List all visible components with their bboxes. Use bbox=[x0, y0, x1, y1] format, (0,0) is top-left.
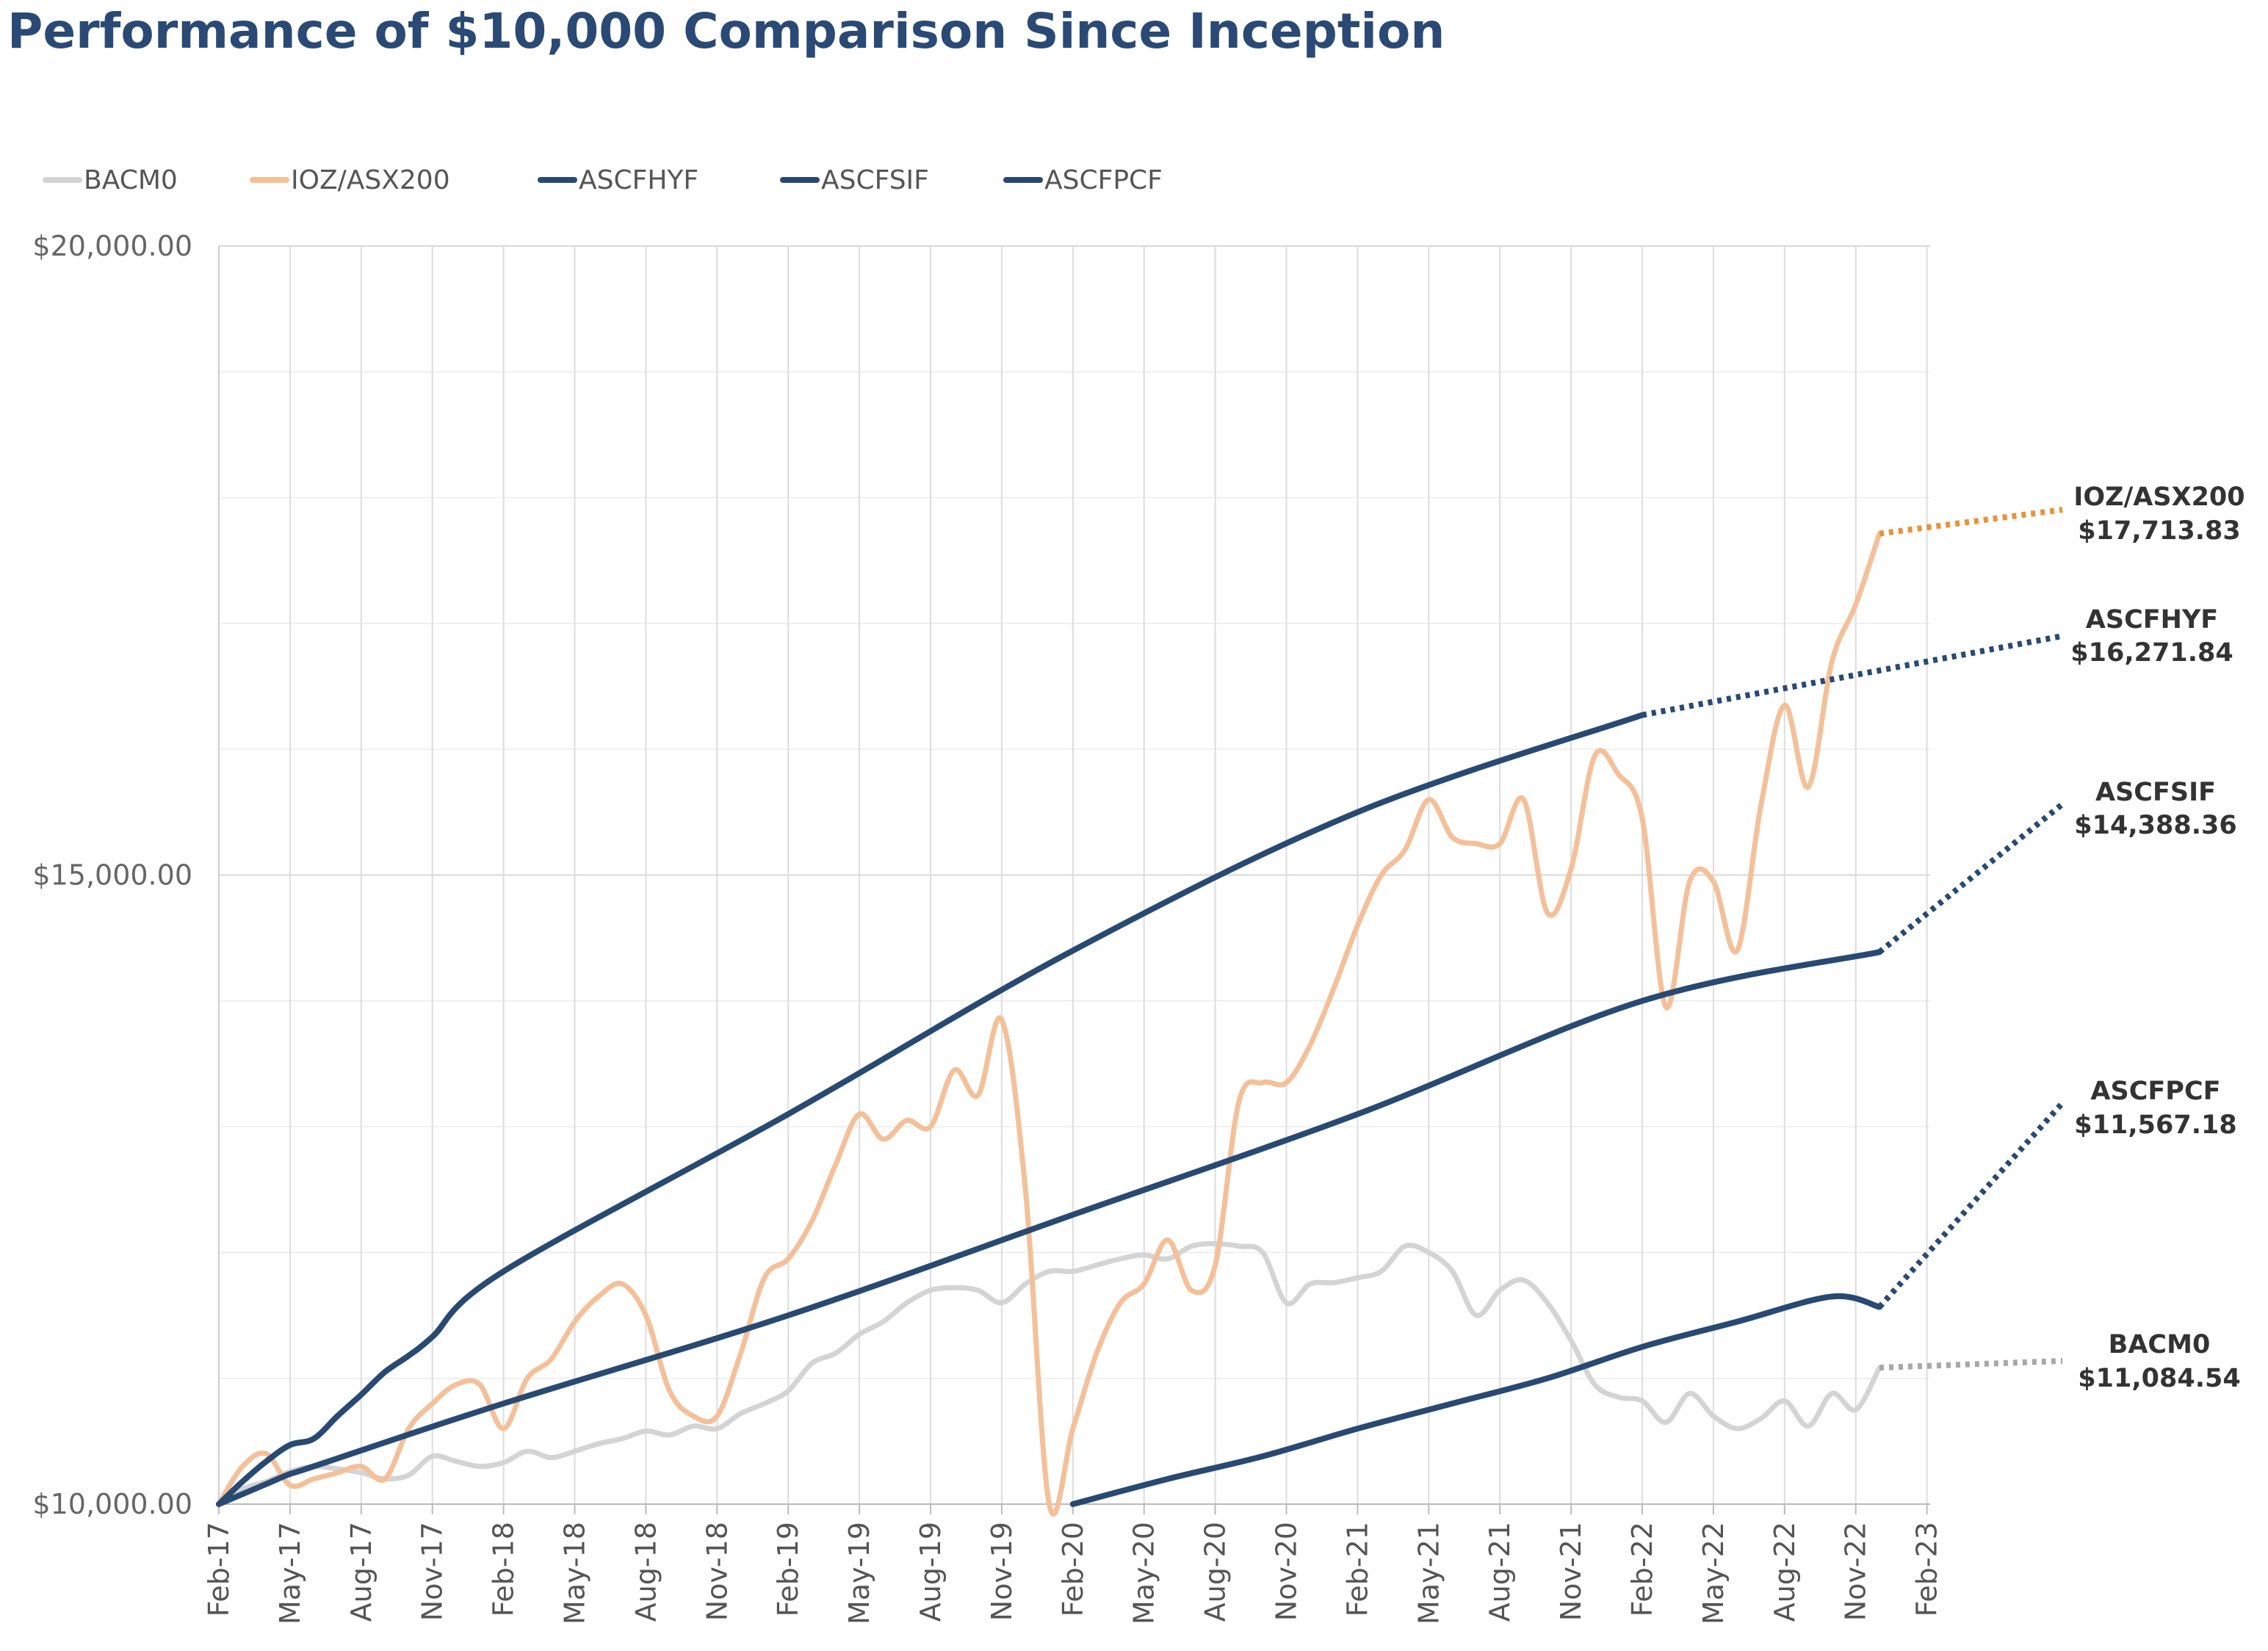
end-label-name: ASCFHYF bbox=[2086, 605, 2218, 635]
x-tick-label: Feb-21 bbox=[1341, 1522, 1373, 1616]
end-label-value: $11,084.54 bbox=[2078, 1364, 2240, 1393]
end-leader-1 bbox=[1879, 507, 2063, 537]
x-tick-label: May-18 bbox=[559, 1522, 591, 1625]
end-label-value: $14,388.36 bbox=[2074, 811, 2236, 840]
end-label-value: $11,567.18 bbox=[2074, 1110, 2236, 1140]
legend: BACM0 IOZ/ASX200 ASCFHYF ASCFSIF ASCFPCF bbox=[43, 165, 1163, 195]
end-label-name: ASCFPCF bbox=[2090, 1077, 2220, 1106]
x-tick-label: Aug-18 bbox=[629, 1522, 662, 1622]
chart-title: Performance of $10,000 Comparison Since … bbox=[7, 3, 1445, 59]
x-tick-label: Nov-21 bbox=[1555, 1522, 1587, 1621]
series-line-1 bbox=[216, 531, 1882, 1517]
gridlines bbox=[218, 245, 1930, 1505]
y-tick-label: $15,000.00 bbox=[32, 859, 192, 892]
x-tick-label: Feb-23 bbox=[1911, 1522, 1943, 1616]
legend-entry: BACM0 bbox=[84, 165, 178, 195]
x-tick-label: Feb-22 bbox=[1626, 1522, 1658, 1616]
end-leader-0 bbox=[1879, 1358, 2063, 1371]
series-line-4 bbox=[1069, 1293, 1882, 1507]
series-lines bbox=[216, 531, 1882, 1517]
end-leader-4 bbox=[1877, 1101, 2065, 1309]
legend-entry: ASCFPCF bbox=[1044, 165, 1163, 195]
x-tick-label: Nov-22 bbox=[1840, 1522, 1872, 1621]
y-tick-label: $20,000.00 bbox=[32, 230, 192, 262]
x-tick-label: Feb-18 bbox=[488, 1522, 520, 1616]
legend-entry: IOZ/ASX200 bbox=[291, 165, 450, 195]
end-leader-2 bbox=[1642, 633, 2063, 718]
x-tick-label: May-19 bbox=[843, 1522, 875, 1625]
x-tick-label: Nov-20 bbox=[1271, 1522, 1303, 1621]
end-label-name: IOZ/ASX200 bbox=[2073, 483, 2244, 512]
series-line-2 bbox=[216, 712, 1645, 1507]
y-tick-label: $10,000.00 bbox=[32, 1488, 192, 1520]
end-label-value: $16,271.84 bbox=[2070, 638, 2233, 668]
end-label-name: BACM0 bbox=[2109, 1330, 2211, 1359]
x-tick-label: Nov-17 bbox=[416, 1522, 449, 1621]
x-tick-label: May-17 bbox=[274, 1522, 306, 1625]
series-line-0 bbox=[216, 1240, 1882, 1507]
x-tick-label: May-22 bbox=[1697, 1522, 1730, 1625]
end-label-value: $17,713.83 bbox=[2078, 516, 2240, 546]
axes: $10,000.00 $15,000.00 $20,000.00 Feb-17 May-… bbox=[32, 230, 1943, 1625]
x-tick-label: Nov-18 bbox=[701, 1522, 733, 1621]
x-tick-label: Nov-19 bbox=[986, 1522, 1018, 1621]
end-label-name: ASCFSIF bbox=[2095, 778, 2216, 807]
x-tick-label: Aug-21 bbox=[1484, 1522, 1516, 1622]
x-tick-label: Aug-22 bbox=[1769, 1522, 1801, 1622]
legend-entry: ASCFSIF bbox=[821, 165, 929, 195]
x-tick-label: May-21 bbox=[1412, 1522, 1445, 1625]
x-tick-label: Aug-17 bbox=[345, 1522, 378, 1622]
x-tick-label: Feb-17 bbox=[203, 1522, 235, 1616]
x-tick-label: Aug-19 bbox=[914, 1522, 947, 1622]
x-tick-label: Feb-20 bbox=[1057, 1522, 1089, 1616]
end-labels: BACM0 $11,084.54 IOZ/ASX200 $17,713.83 ASCFH… bbox=[1642, 483, 2245, 1393]
series-line-3 bbox=[216, 949, 1882, 1507]
x-tick-label: May-20 bbox=[1128, 1522, 1160, 1625]
legend-entry: ASCFHYF bbox=[579, 165, 698, 195]
end-leader-3 bbox=[1877, 801, 2065, 955]
x-tick-label: Feb-19 bbox=[772, 1522, 804, 1616]
x-tick-label: Aug-20 bbox=[1199, 1522, 1232, 1622]
